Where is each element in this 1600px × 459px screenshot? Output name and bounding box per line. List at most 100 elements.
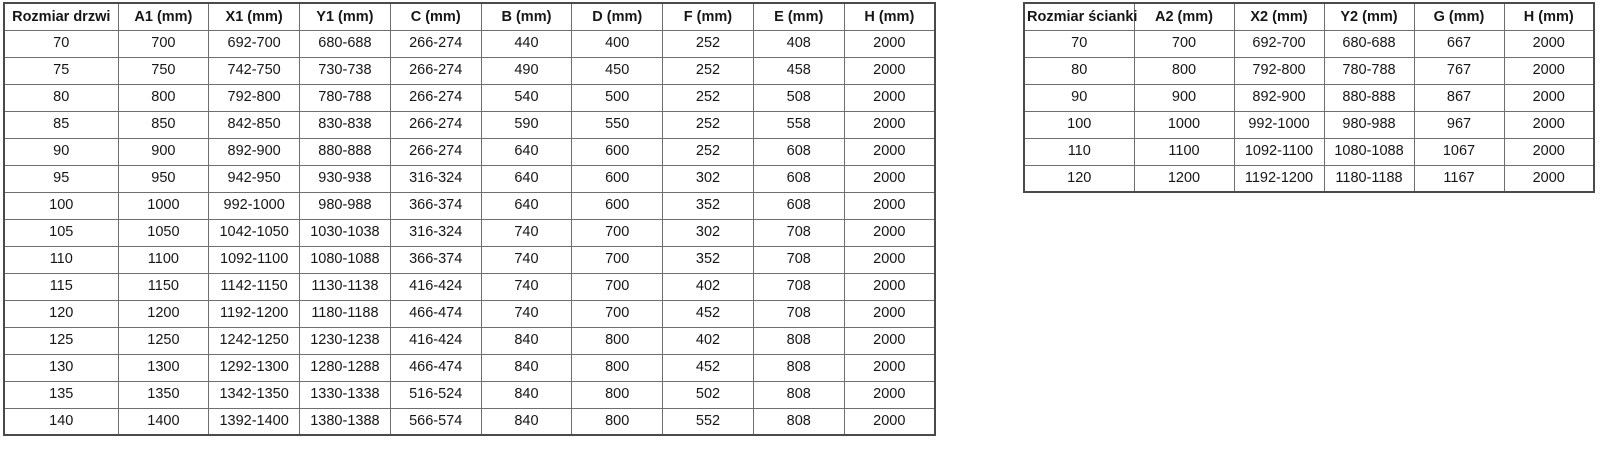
table-cell: 680-688 xyxy=(299,29,391,58)
table-cell: 780-788 xyxy=(299,83,391,112)
table-cell: 85 xyxy=(3,110,119,139)
header-cell: A2 (mm) xyxy=(1133,2,1235,31)
table-cell: 700 xyxy=(117,29,210,58)
table-cell: 490 xyxy=(480,56,573,85)
table-cell: 266-274 xyxy=(389,83,482,112)
table-cell: 402 xyxy=(662,272,754,301)
table-cell: 930-938 xyxy=(299,164,391,193)
table-cell: 808 xyxy=(752,380,845,409)
table-cell: 1242-1250 xyxy=(208,326,301,355)
table-cell: 600 xyxy=(571,137,664,166)
table-cell: 252 xyxy=(662,137,754,166)
table-cell: 2000 xyxy=(1503,137,1595,166)
header-cell: Rozmiar drzwi xyxy=(3,2,119,31)
table-cell: 1000 xyxy=(1133,110,1235,139)
table-cell: 135 xyxy=(3,380,119,409)
header-cell: D (mm) xyxy=(571,2,664,31)
table-cell: 992-1000 xyxy=(208,191,301,220)
table-cell: 892-900 xyxy=(208,137,301,166)
table-cell: 692-700 xyxy=(208,29,301,58)
table-cell: 1142-1150 xyxy=(208,272,301,301)
table-cell: 1030-1038 xyxy=(299,218,391,247)
table-cell: 266-274 xyxy=(389,137,482,166)
table-cell: 1350 xyxy=(117,380,210,409)
table-cell: 408 xyxy=(752,29,845,58)
table-cell: 730-738 xyxy=(299,56,391,85)
table-cell: 125 xyxy=(3,326,119,355)
table-cell: 1067 xyxy=(1413,137,1505,166)
table-cell: 600 xyxy=(571,164,664,193)
table-cell: 1342-1350 xyxy=(208,380,301,409)
table-cell: 700 xyxy=(571,218,664,247)
table-cell: 252 xyxy=(662,110,754,139)
table-cell: 508 xyxy=(752,83,845,112)
table-cell: 1250 xyxy=(117,326,210,355)
table-cell: 608 xyxy=(752,191,845,220)
table-row: 70 700 692-700 680-688 667 2000 xyxy=(1023,29,1595,58)
table-cell: 600 xyxy=(571,191,664,220)
table-cell: 867 xyxy=(1413,83,1505,112)
table-cell: 452 xyxy=(662,353,754,382)
table-cell: 95 xyxy=(3,164,119,193)
table-cell: 830-838 xyxy=(299,110,391,139)
table-cell: 1280-1288 xyxy=(299,353,391,382)
table-cell: 2000 xyxy=(843,110,936,139)
table-row: 75 750 742-750 730-738 266-274 490 450 252 458 20… xyxy=(3,56,936,85)
table-cell: 800 xyxy=(1133,56,1235,85)
table-cell: 90 xyxy=(1023,83,1135,112)
table-cell: 1092-1100 xyxy=(1233,137,1325,166)
table-cell: 2000 xyxy=(843,164,936,193)
table-cell: 316-324 xyxy=(389,164,482,193)
table-row: 110 1100 1092-1100 1080-1088 366-374 740 700 35… xyxy=(3,245,936,274)
table-cell: 2000 xyxy=(1503,83,1595,112)
table-cell: 808 xyxy=(752,353,845,382)
table-cell: 1230-1238 xyxy=(299,326,391,355)
table-cell: 130 xyxy=(3,353,119,382)
table-row: 110 1100 1092-1100 1080-1088 1067 2000 xyxy=(1023,137,1595,166)
table-cell: 708 xyxy=(752,299,845,328)
table-cell: 780-788 xyxy=(1323,56,1415,85)
table-cell: 266-274 xyxy=(389,29,482,58)
table-cell: 80 xyxy=(3,83,119,112)
table-cell: 1050 xyxy=(117,218,210,247)
table-cell: 967 xyxy=(1413,110,1505,139)
table-cell: 1180-1188 xyxy=(299,299,391,328)
table-cell: 850 xyxy=(117,110,210,139)
table-cell: 840 xyxy=(480,353,573,382)
table-cell: 100 xyxy=(1023,110,1135,139)
table-cell: 2000 xyxy=(843,191,936,220)
table-cell: 1200 xyxy=(117,299,210,328)
table-cell: 2000 xyxy=(1503,56,1595,85)
wall-panel-sizes-table: Rozmiar ścianki A2 (mm) X2 (mm) Y2 (mm) G (m… xyxy=(1023,2,1595,193)
table-cell: 90 xyxy=(3,137,119,166)
table-cell: 700 xyxy=(571,245,664,274)
table-row: 140 1400 1392-1400 1380-1388 566-574 840 800 55… xyxy=(3,407,936,436)
table-cell: 840 xyxy=(480,326,573,355)
table-cell: 105 xyxy=(3,218,119,247)
table-cell: 1380-1388 xyxy=(299,407,391,436)
table-row: 90 900 892-900 880-888 867 2000 xyxy=(1023,83,1595,112)
table-cell: 1100 xyxy=(1133,137,1235,166)
table-cell: 1130-1138 xyxy=(299,272,391,301)
table-cell: 552 xyxy=(662,407,754,436)
table-row: 70 700 692-700 680-688 266-274 440 400 252 408 20… xyxy=(3,29,936,58)
table-cell: 75 xyxy=(3,56,119,85)
table-cell: 608 xyxy=(752,137,845,166)
table-cell: 366-374 xyxy=(389,245,482,274)
table-cell: 502 xyxy=(662,380,754,409)
table-cell: 120 xyxy=(1023,164,1135,193)
header-cell: C (mm) xyxy=(389,2,482,31)
table-cell: 2000 xyxy=(843,272,936,301)
table-cell: 590 xyxy=(480,110,573,139)
table-cell: 942-950 xyxy=(208,164,301,193)
header-cell: H (mm) xyxy=(843,2,936,31)
table-cell: 608 xyxy=(752,164,845,193)
table-cell: 352 xyxy=(662,245,754,274)
table-cell: 742-750 xyxy=(208,56,301,85)
table-cell: 266-274 xyxy=(389,110,482,139)
table-cell: 1080-1088 xyxy=(299,245,391,274)
header-cell: Y1 (mm) xyxy=(299,2,391,31)
table-row: 80 800 792-800 780-788 767 2000 xyxy=(1023,56,1595,85)
table-cell: 1180-1188 xyxy=(1323,164,1415,193)
table-cell: 440 xyxy=(480,29,573,58)
